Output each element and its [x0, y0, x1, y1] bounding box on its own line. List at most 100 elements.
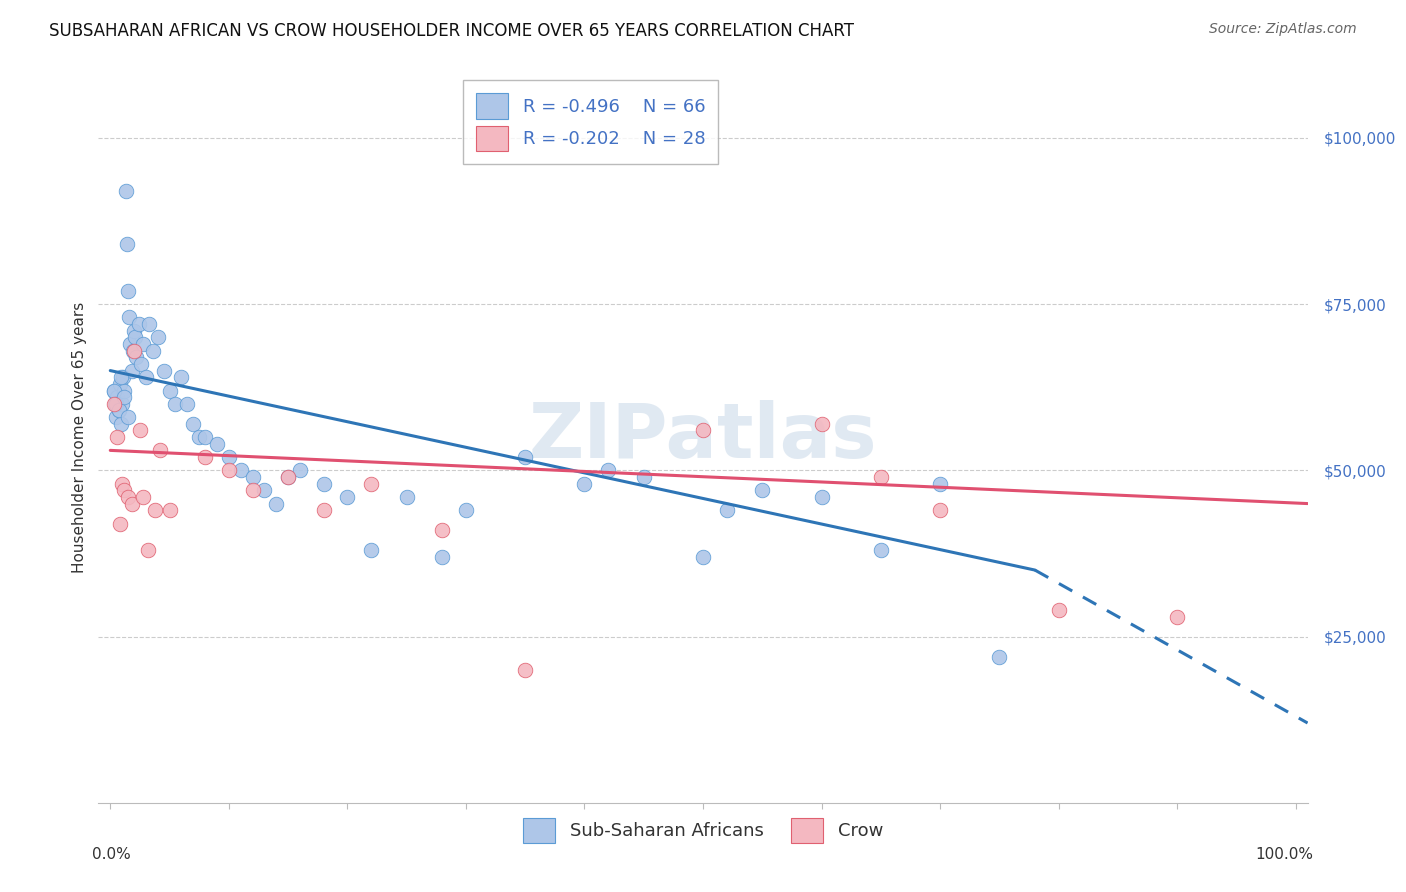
Point	[194, 430, 217, 444]
Point	[253, 483, 276, 498]
Point	[312, 476, 335, 491]
Point	[218, 463, 240, 477]
Point	[159, 384, 181, 398]
Y-axis label: Householder Income Over 65 years: Householder Income Over 65 years	[72, 301, 87, 573]
Point	[129, 424, 152, 438]
Point	[869, 543, 891, 558]
Text: SUBSAHARAN AFRICAN VS CROW HOUSEHOLDER INCOME OVER 65 YEARS CORRELATION CHART: SUBSAHARAN AFRICAN VS CROW HOUSEHOLDER I…	[49, 22, 855, 40]
Point	[360, 543, 382, 558]
Point	[751, 483, 773, 498]
Point	[124, 330, 146, 344]
Point	[633, 470, 655, 484]
Legend: Sub-Saharan Africans, Crow: Sub-Saharan Africans, Crow	[513, 809, 893, 852]
Point	[692, 549, 714, 564]
Point	[121, 497, 143, 511]
Point	[242, 470, 264, 484]
Point	[108, 516, 131, 531]
Point	[122, 343, 145, 358]
Point	[107, 403, 129, 417]
Point	[125, 351, 148, 365]
Point	[194, 450, 217, 464]
Point	[988, 649, 1011, 664]
Point	[692, 424, 714, 438]
Point	[129, 357, 152, 371]
Point	[128, 317, 150, 331]
Point	[432, 549, 454, 564]
Point	[104, 397, 127, 411]
Point	[105, 430, 128, 444]
Point	[149, 443, 172, 458]
Point	[108, 376, 131, 391]
Point	[432, 523, 454, 537]
Point	[218, 450, 240, 464]
Point	[264, 497, 287, 511]
Point	[132, 337, 155, 351]
Point	[117, 490, 139, 504]
Text: 0.0%: 0.0%	[93, 847, 131, 862]
Point	[205, 436, 228, 450]
Point	[395, 490, 418, 504]
Point	[598, 463, 620, 477]
Point	[118, 310, 141, 325]
Point	[110, 417, 132, 431]
Point	[188, 430, 211, 444]
Point	[115, 237, 138, 252]
Point	[142, 343, 165, 358]
Point	[929, 476, 952, 491]
Point	[138, 317, 160, 331]
Point	[105, 390, 128, 404]
Point	[716, 503, 738, 517]
Point	[277, 470, 299, 484]
Point	[181, 417, 204, 431]
Point	[121, 343, 143, 358]
Point	[869, 470, 891, 484]
Point	[117, 410, 139, 425]
Point	[1047, 603, 1070, 617]
Text: 100.0%: 100.0%	[1256, 847, 1313, 862]
Point	[170, 370, 193, 384]
Point	[111, 476, 134, 491]
Point	[312, 503, 335, 517]
Point	[152, 363, 174, 377]
Point	[121, 363, 143, 377]
Point	[111, 397, 134, 411]
Point	[114, 390, 136, 404]
Point	[103, 397, 125, 411]
Point	[515, 663, 537, 677]
Point	[229, 463, 252, 477]
Point	[103, 384, 125, 398]
Point	[336, 490, 359, 504]
Point	[810, 417, 832, 431]
Point	[132, 490, 155, 504]
Point	[122, 324, 145, 338]
Point	[112, 370, 135, 384]
Point	[136, 543, 159, 558]
Point	[146, 330, 169, 344]
Point	[120, 337, 142, 351]
Point	[159, 503, 181, 517]
Point	[143, 503, 166, 517]
Text: ZIPatlas: ZIPatlas	[529, 401, 877, 474]
Point	[105, 397, 128, 411]
Point	[454, 503, 477, 517]
Point	[929, 503, 952, 517]
Point	[176, 397, 198, 411]
Point	[288, 463, 311, 477]
Point	[117, 284, 139, 298]
Point	[165, 397, 187, 411]
Point	[242, 483, 264, 498]
Point	[107, 403, 129, 417]
Point	[135, 370, 157, 384]
Point	[103, 384, 125, 398]
Text: Source: ZipAtlas.com: Source: ZipAtlas.com	[1209, 22, 1357, 37]
Point	[810, 490, 832, 504]
Point	[114, 483, 136, 498]
Point	[114, 184, 136, 198]
Point	[574, 476, 596, 491]
Point	[114, 384, 136, 398]
Point	[515, 450, 537, 464]
Point	[277, 470, 299, 484]
Point	[110, 370, 132, 384]
Point	[105, 410, 128, 425]
Point	[1166, 609, 1188, 624]
